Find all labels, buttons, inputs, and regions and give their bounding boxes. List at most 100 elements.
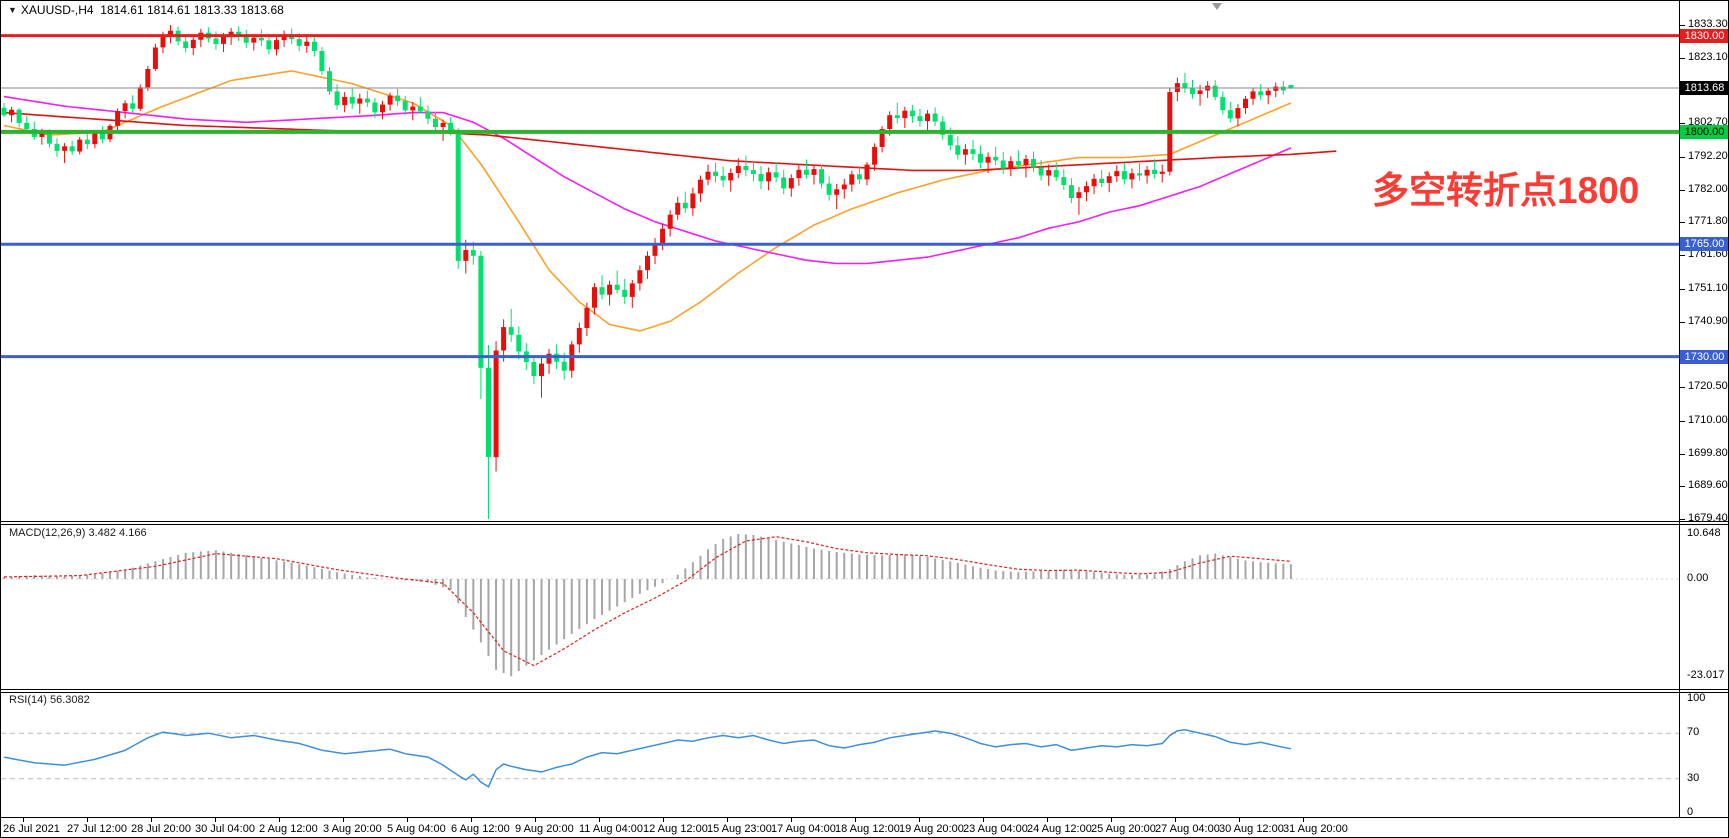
candle-down <box>46 131 52 144</box>
candle-down <box>947 134 953 146</box>
ohlc-toggle-icon[interactable]: ▼ <box>8 5 17 15</box>
price-tick-label: 1720.50 <box>1688 380 1728 392</box>
time-tick <box>87 818 88 822</box>
time-tick <box>1175 818 1176 822</box>
candle-down <box>531 362 537 377</box>
price-tick <box>1680 519 1685 520</box>
candle-down <box>1038 167 1044 176</box>
rsi-line <box>3 729 1292 788</box>
candle-down <box>970 149 976 154</box>
candle-down <box>909 110 915 117</box>
candle-down <box>470 250 476 256</box>
candle-up <box>1076 192 1082 198</box>
candle-up <box>152 47 158 69</box>
candle-up <box>387 95 393 105</box>
candle-down <box>803 169 809 175</box>
separator-macd-rsi[interactable] <box>1 689 1728 690</box>
candle-down <box>750 170 756 174</box>
candle-up <box>92 133 98 145</box>
candle-up <box>342 96 348 106</box>
time-tick <box>535 818 536 822</box>
time-tick <box>727 818 728 822</box>
candle-down <box>508 327 514 335</box>
time-tick <box>919 818 920 822</box>
rsi-panel-canvas[interactable] <box>1 689 1729 817</box>
chart-title: ▼ XAUUSD-,H4 1814.61 1814.61 1813.33 1813… <box>8 3 284 17</box>
candle-up <box>629 283 635 297</box>
price-tick-label: 1771.80 <box>1688 215 1728 227</box>
candle-down <box>425 111 431 119</box>
candle-down <box>599 287 605 295</box>
candle-down <box>894 115 900 119</box>
time-label: 28 Jul 20:00 <box>131 823 191 835</box>
candle-down <box>856 174 862 180</box>
candle-down <box>99 133 105 140</box>
candle-down <box>69 146 75 152</box>
price-tick <box>1680 486 1685 487</box>
price-tick <box>1680 190 1685 191</box>
candle-down <box>433 118 438 127</box>
time-label: 5 Aug 04:00 <box>387 823 446 835</box>
time-tick <box>407 818 408 822</box>
rsi-axis-label: 30 <box>1687 772 1700 784</box>
candle-down <box>1220 96 1226 111</box>
time-label: 17 Aug 04:00 <box>771 823 836 835</box>
candle-up <box>9 109 15 116</box>
price-chart-canvas[interactable] <box>1 1 1729 523</box>
price-badge-1765.00: 1765.00 <box>1680 237 1728 251</box>
candle-down <box>614 284 620 290</box>
candle-down <box>1258 91 1264 96</box>
candle-up <box>811 169 817 175</box>
macd-panel-canvas[interactable] <box>1 523 1729 689</box>
candle-up <box>607 284 613 295</box>
time-label: 24 Aug 12:00 <box>1027 823 1092 835</box>
time-tick <box>663 818 664 822</box>
candle-up <box>675 202 681 215</box>
candle-up <box>1114 171 1120 177</box>
time-tick <box>343 818 344 822</box>
price-tick-label: 1740.90 <box>1688 315 1728 327</box>
time-label: 26 Jul 2021 <box>3 823 60 835</box>
candle-up <box>304 41 310 46</box>
price-tick <box>1680 387 1685 388</box>
macd-axis-label: -23.017 <box>1687 669 1725 681</box>
candle-up <box>77 139 83 152</box>
price-badge-1800.00: 1800.00 <box>1680 125 1728 139</box>
candle-up <box>251 37 257 43</box>
symbol-period-label: XAUUSD-,H4 <box>20 3 94 17</box>
time-tick <box>1047 818 1048 822</box>
candle-up <box>62 146 68 151</box>
candle-up <box>705 171 711 180</box>
candle-down <box>364 98 370 103</box>
candle-down <box>978 154 983 163</box>
candle-down <box>1068 185 1074 198</box>
time-axis[interactable]: 26 Jul 2021 27 Jul 12:00 28 Jul 20:00 30 Ju… <box>1 817 1728 837</box>
separator-main-macd[interactable] <box>1 521 1728 522</box>
time-label: 15 Aug 23:00 <box>707 823 772 835</box>
macd-signal-line <box>3 536 1291 667</box>
candle-down <box>183 41 189 49</box>
ohlc-values: 1814.61 1814.61 1813.33 1813.68 <box>100 3 284 17</box>
price-badge-1730.00: 1730.00 <box>1680 350 1728 364</box>
candle-down <box>24 122 30 129</box>
candle-up <box>1265 90 1271 96</box>
candle-up <box>697 179 703 194</box>
candle-up <box>841 184 847 190</box>
candle-down <box>758 173 764 182</box>
candle-up <box>115 111 121 126</box>
candle-up <box>1250 91 1256 99</box>
candle-down <box>516 334 522 352</box>
price-tick-label: 1782.00 <box>1688 183 1728 195</box>
candle-up <box>1197 90 1203 94</box>
candle-up <box>122 103 128 111</box>
candle-down <box>16 109 22 123</box>
time-label: 30 Jul 04:00 <box>195 823 255 835</box>
candle-down <box>955 145 961 155</box>
time-label: 19 Aug 20:00 <box>899 823 964 835</box>
time-label: 31 Aug 20:00 <box>1283 823 1348 835</box>
candle-down <box>1190 88 1195 94</box>
candle-up <box>667 214 673 229</box>
candle-down <box>993 156 999 161</box>
time-label: 30 Aug 12:00 <box>1219 823 1284 835</box>
candle-down <box>1152 169 1158 174</box>
